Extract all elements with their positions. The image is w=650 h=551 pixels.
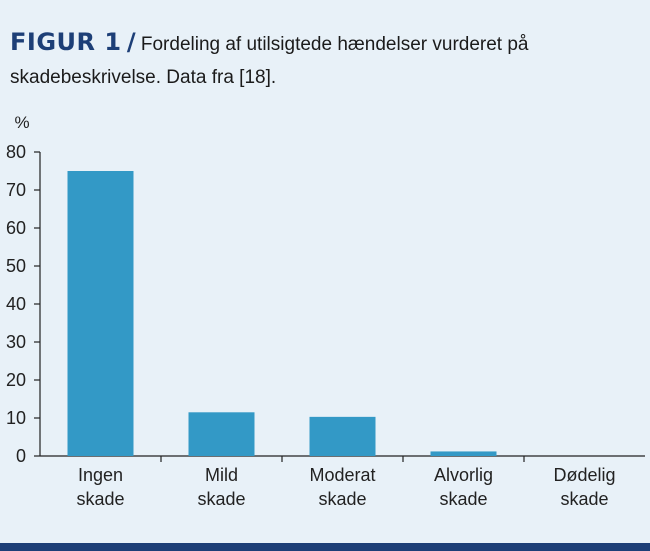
bottom-rule (0, 543, 650, 551)
figure-title: FIGUR 1 / Fordeling af utilsigtede hænde… (10, 26, 640, 94)
y-tick-label: 80 (6, 142, 26, 162)
y-tick-label: 0 (16, 446, 26, 466)
figure-caption: Fordeling af utilsigtede hændelser vurde… (10, 34, 529, 88)
bar (309, 416, 376, 456)
y-tick-label: 50 (6, 256, 26, 276)
y-axis-label: % (14, 113, 29, 132)
x-tick-label: skade (560, 489, 608, 509)
bar (67, 171, 134, 456)
x-tick-label: skade (76, 489, 124, 509)
x-tick-label: Dødelig (553, 465, 615, 485)
bar (430, 451, 497, 456)
x-tick-label: Ingen (78, 465, 123, 485)
y-tick-label: 40 (6, 294, 26, 314)
figure-separator: / (126, 28, 136, 56)
y-tick-label: 10 (6, 408, 26, 428)
y-tick-label: 60 (6, 218, 26, 238)
x-tick-label: skade (197, 489, 245, 509)
x-tick-label: Alvorlig (434, 465, 493, 485)
x-tick-label: skade (318, 489, 366, 509)
x-tick-label: Mild (205, 465, 238, 485)
y-tick-label: 70 (6, 180, 26, 200)
x-tick-label: skade (439, 489, 487, 509)
bar (188, 412, 255, 456)
y-tick-label: 30 (6, 332, 26, 352)
figure-label: FIGUR 1 (10, 28, 122, 56)
y-tick-label: 20 (6, 370, 26, 390)
x-tick-label: Moderat (309, 465, 375, 485)
